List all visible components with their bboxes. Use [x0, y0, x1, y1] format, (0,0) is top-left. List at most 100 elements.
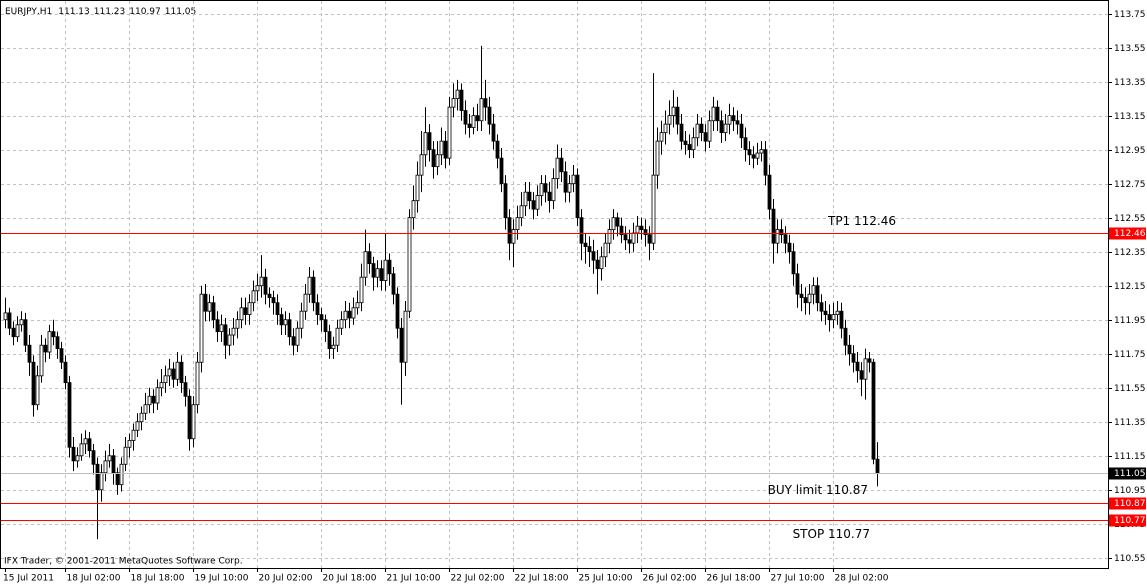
- candle-body: [235, 319, 240, 329]
- candle-body: [619, 225, 624, 236]
- candle-body: [319, 314, 324, 321]
- candle-body: [499, 157, 504, 185]
- y-tick-label: 111.35: [1114, 418, 1146, 428]
- candle-body: [179, 361, 184, 384]
- candle-body: [627, 239, 632, 244]
- candle-body: [519, 205, 524, 219]
- x-tick-label: 22 Jul 18:00: [515, 574, 569, 584]
- candle-body: [819, 302, 824, 312]
- candle-body: [407, 217, 412, 312]
- candle-body: [451, 98, 456, 108]
- y-tick-label: 111.95: [1114, 316, 1146, 326]
- candle-body: [759, 149, 764, 154]
- candle-body: [275, 302, 280, 316]
- candle-body: [287, 319, 292, 338]
- candle-body: [243, 307, 248, 316]
- y-tick-label: 112.35: [1114, 248, 1146, 258]
- candle-body: [43, 344, 48, 353]
- candle-body: [835, 310, 840, 316]
- candle-body: [143, 404, 148, 414]
- y-tick-label: 113.15: [1114, 112, 1146, 122]
- candle-body: [347, 310, 352, 319]
- candle-body: [815, 285, 820, 304]
- level-tag: [1109, 514, 1146, 527]
- candle-body: [795, 273, 800, 295]
- candle-body: [763, 149, 768, 176]
- x-tick-label: 25 Jul 10:00: [579, 574, 633, 584]
- candle-body: [743, 137, 748, 151]
- candle-body: [463, 110, 468, 125]
- candle-body: [855, 361, 860, 372]
- candle-body: [691, 137, 696, 151]
- candle-body: [303, 293, 308, 312]
- candle-body: [731, 115, 736, 122]
- last-low: 110.97: [129, 7, 161, 17]
- level-tag-label: 110.77: [1114, 516, 1146, 526]
- candle-body: [491, 123, 496, 142]
- candle-body: [195, 361, 200, 406]
- candle-body: [139, 412, 144, 423]
- candle-body: [15, 324, 20, 338]
- candle-body: [847, 344, 852, 355]
- level-tag: [1109, 227, 1146, 240]
- candle-body: [423, 132, 428, 156]
- candle-body: [387, 259, 392, 275]
- candle-body: [119, 463, 124, 486]
- candle-body: [375, 268, 380, 278]
- candle-body: [95, 463, 100, 491]
- candle-body: [211, 302, 216, 321]
- candle-body: [459, 89, 464, 111]
- candle-body: [707, 120, 712, 142]
- candle-body: [295, 327, 300, 346]
- candle-body: [107, 455, 112, 462]
- candle-body: [51, 331, 56, 338]
- plot-frame: [0, 0, 1109, 569]
- candle-body: [443, 140, 448, 159]
- candle-body: [723, 123, 728, 134]
- candle-body: [643, 229, 648, 236]
- y-tick-label: 112.95: [1114, 146, 1146, 156]
- x-tick-label: 28 Jul 02:00: [835, 574, 889, 584]
- candle-body: [575, 174, 580, 219]
- candle-body: [695, 123, 700, 139]
- y-tick-label: 113.55: [1114, 44, 1146, 54]
- y-tick-label: 110.95: [1114, 486, 1146, 496]
- candle-body: [831, 314, 836, 321]
- candle-body: [87, 438, 92, 452]
- symbol: EURJPY,H1: [5, 7, 52, 17]
- candle-body: [207, 302, 212, 312]
- candle-body: [379, 268, 384, 281]
- candle-body: [791, 251, 796, 275]
- candle-body: [655, 140, 660, 176]
- y-tick-label: 112.15: [1114, 282, 1146, 292]
- candle-body: [335, 327, 340, 346]
- level-label: TP1 112.46: [827, 214, 896, 228]
- candle-body: [591, 251, 596, 261]
- level-label: STOP 110.77: [793, 527, 870, 541]
- candle-body: [271, 297, 276, 304]
- level-tag: [1109, 497, 1146, 510]
- candle-body: [711, 106, 716, 122]
- candle-body: [667, 115, 672, 125]
- candle-body: [671, 106, 676, 117]
- candle-body: [515, 217, 520, 230]
- y-tick-label: 111.75: [1114, 350, 1146, 360]
- candle-body: [27, 344, 32, 363]
- candle-body: [123, 446, 128, 465]
- candle-body: [419, 154, 424, 176]
- candle-body: [539, 183, 544, 196]
- candle-body: [351, 307, 356, 319]
- candle-body: [115, 472, 120, 486]
- y-tick-label: 113.75: [1114, 10, 1146, 20]
- y-tick-label: 111.15: [1114, 452, 1146, 462]
- candle-body: [399, 327, 404, 363]
- candle-body: [871, 361, 876, 460]
- y-tick-label: 112.55: [1114, 214, 1146, 224]
- candle-body: [735, 120, 740, 125]
- candle-body: [359, 276, 364, 304]
- candle-body: [223, 324, 228, 346]
- candle-body: [59, 348, 64, 363]
- candle-body: [187, 395, 192, 440]
- candle-body: [799, 293, 804, 299]
- y-tick-label: 110.55: [1114, 554, 1146, 564]
